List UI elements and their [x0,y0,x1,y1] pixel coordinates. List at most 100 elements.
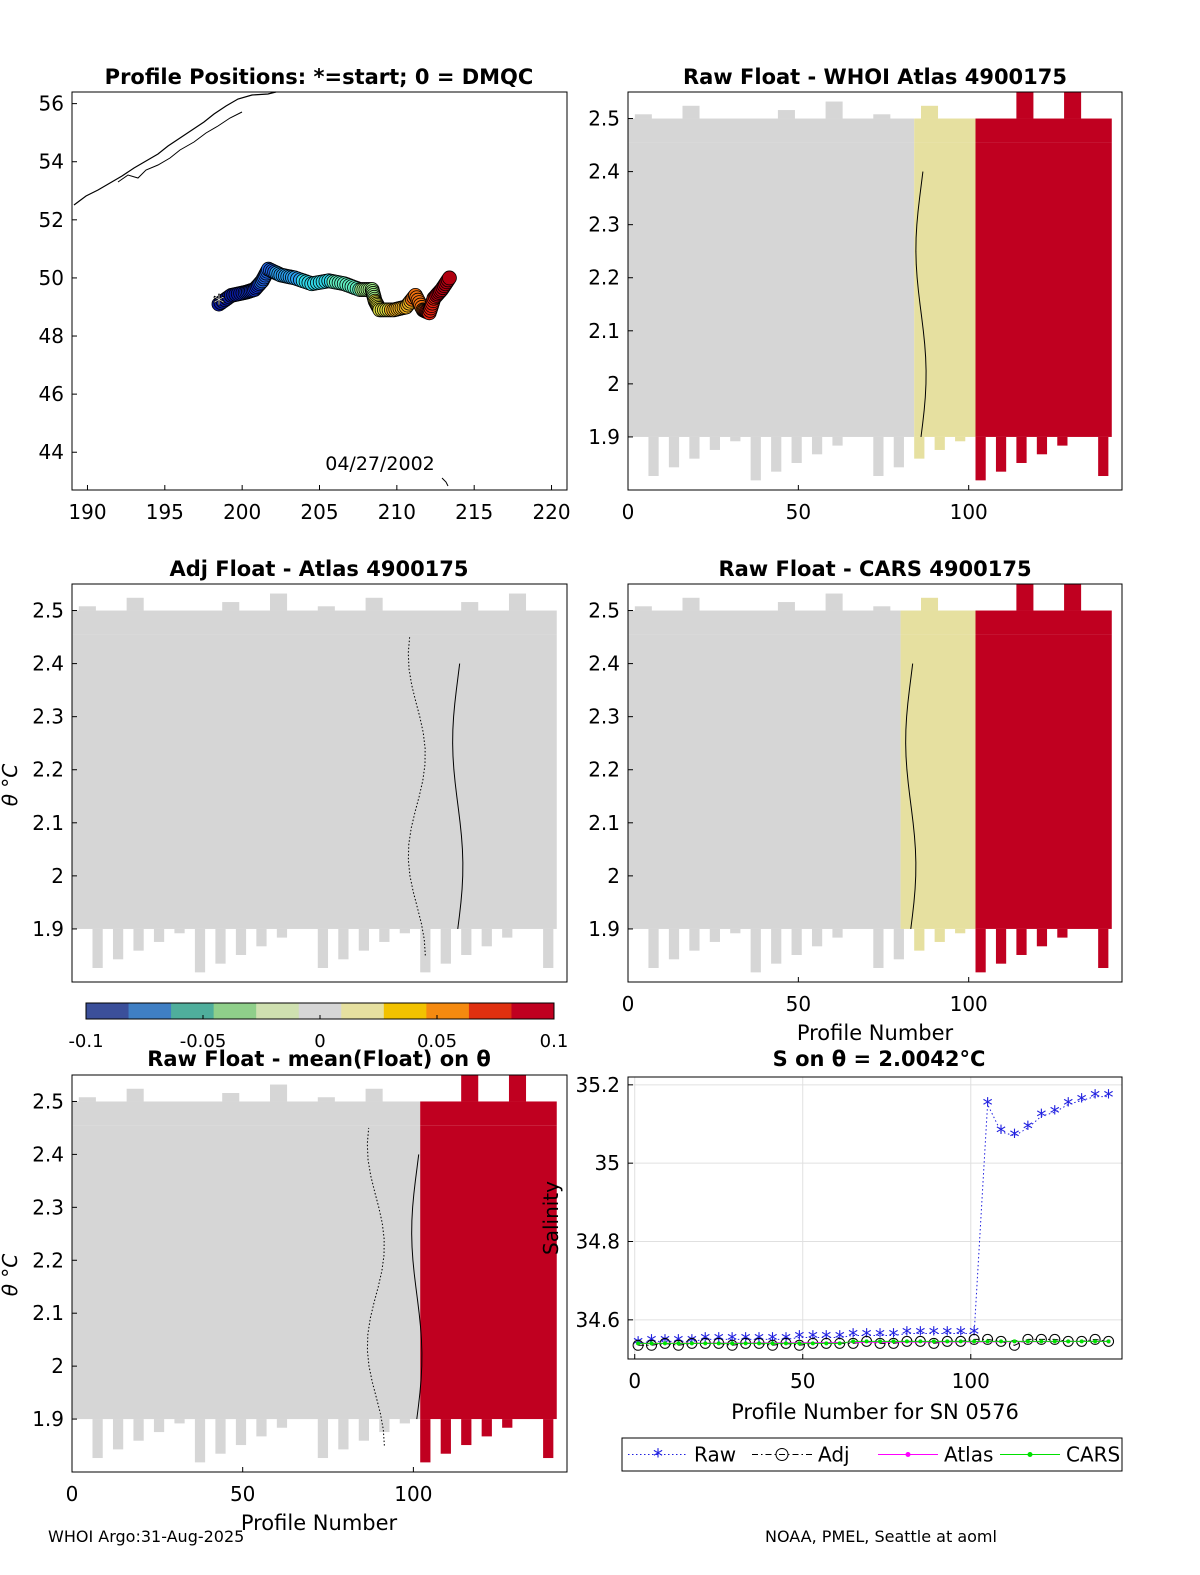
data-column-bottom [174,928,185,934]
data-column-bottom [543,1419,554,1459]
data-column-top [222,1092,240,1102]
data-column-top [78,606,96,611]
coastline-path [117,111,243,183]
y-tick-label: 1.9 [32,917,64,941]
cars-point [797,1341,802,1346]
data-column-bottom [317,1419,329,1459]
data-column-top [126,597,144,611]
data-column-bottom [914,436,925,459]
raw-point: * [902,1323,912,1347]
data-column-top [365,1088,383,1102]
raw-point: * [741,1328,751,1352]
y-tick-label: 2.3 [588,705,620,729]
y-tick-label: 1.9 [32,1407,64,1431]
data-column-top [317,1097,335,1102]
cars-point [689,1341,694,1346]
data-column-top [365,597,383,611]
cars-point [837,1341,842,1346]
data-band-upper [900,610,976,635]
x-tick-label: 190 [68,500,106,524]
cars-point [662,1341,667,1346]
y-tick-label: 2.2 [588,758,620,782]
start-marker: * [213,290,225,318]
data-column-bottom [338,928,349,960]
colorbar-swatch [213,1003,257,1019]
contour-line [452,663,464,929]
data-band [975,142,1112,437]
adj-point [1089,1333,1101,1345]
data-column-bottom [543,928,554,969]
data-column-bottom [502,1419,513,1428]
cars-point [1106,1339,1111,1344]
plot-frame [627,91,1123,491]
y-tick-label: 2.5 [588,599,620,623]
footer-left: WHOI Argo:31-Aug-2025 [48,1527,245,1546]
map-title: Profile Positions: *=start; 0 = DMQC [105,65,534,89]
y-tick-label: 2 [607,864,620,888]
heatmap-raw-cars: Raw Float - CARS 4900175 Profile Number … [588,557,1123,1045]
x-axis-label: Profile Number for SN 0576 [731,1400,1019,1424]
y-tick-label: 2.1 [32,1301,64,1325]
x-tick-label: 200 [223,500,261,524]
plot-frame [627,583,1123,983]
y-tick-label: 50 [39,266,64,290]
x-axis-label: Profile Number [797,1021,954,1045]
data-column-bottom [1057,928,1068,938]
data-column-bottom [215,1419,226,1454]
y-tick-label: 56 [39,92,64,116]
data-column-bottom [133,928,144,951]
adj-point [847,1337,859,1349]
data-column-bottom [92,1419,103,1459]
data-column-bottom [750,928,761,973]
y-tick-label: 2.4 [32,1142,64,1166]
x-tick-label: 100 [950,500,988,524]
heatmap-title: Raw Float - CARS 4900175 [718,557,1031,581]
cars-point [1079,1339,1084,1344]
colorbar-tick-label: 0 [314,1031,325,1052]
salinity-line-chart: S on θ = 2.0042°C Profile Number for SN … [539,1047,1123,1424]
y-tick-label: 2.4 [588,160,620,184]
data-column-top [270,593,288,611]
data-column-bottom [934,436,945,450]
colorbar-tick-label: -0.05 [180,1031,227,1052]
data-column-bottom [1036,928,1048,947]
x-tick-label: 0 [628,1369,641,1393]
colorbar-tick-label: 0.1 [540,1031,569,1052]
y-tick-label: 2 [51,1354,64,1378]
data-column-top [126,1088,144,1102]
colorbar-swatch [468,1003,512,1019]
data-column-bottom [750,436,761,481]
map-x-ticks: 190 195 200 205 210 215 220 [68,485,571,524]
contour-line [411,1154,423,1420]
colorbar-swatch [86,1003,130,1019]
data-column-bottom [379,1419,390,1433]
cars-point [676,1341,681,1346]
data-column-bottom [317,928,329,969]
cars-point [1052,1339,1057,1344]
y-axis-label: θ °C [0,1254,22,1297]
coastline-path [73,91,277,206]
raw-point: * [1104,1086,1114,1110]
series-line-cars [638,1340,1109,1344]
heatmap-title: Raw Float - WHOI Atlas 4900175 [683,65,1067,89]
cars-point [810,1341,815,1346]
data-column-top [317,606,335,611]
x-tick-label: 0 [622,992,635,1016]
map-y-ticks: 44 46 48 50 52 54 56 [39,92,77,464]
x-tick-label: 50 [230,1482,255,1506]
x-axis-label: Profile Number [241,1511,398,1535]
data-column-top [508,593,527,611]
data-column-bottom [832,436,843,446]
coastline [73,91,449,487]
data-column-bottom [1016,436,1027,463]
adj-point [1022,1333,1034,1345]
y-axis-label: θ °C [0,764,22,807]
legend: * Raw Adj Atlas CARS [621,1437,1123,1472]
raw-point: * [929,1323,939,1347]
data-column-top [777,602,795,611]
raw-point: * [1050,1101,1060,1125]
data-column-bottom [1098,436,1109,477]
y-tick-label: 2.5 [588,107,620,131]
cars-point [1012,1339,1017,1344]
y-tick-label: 2.4 [588,652,620,676]
